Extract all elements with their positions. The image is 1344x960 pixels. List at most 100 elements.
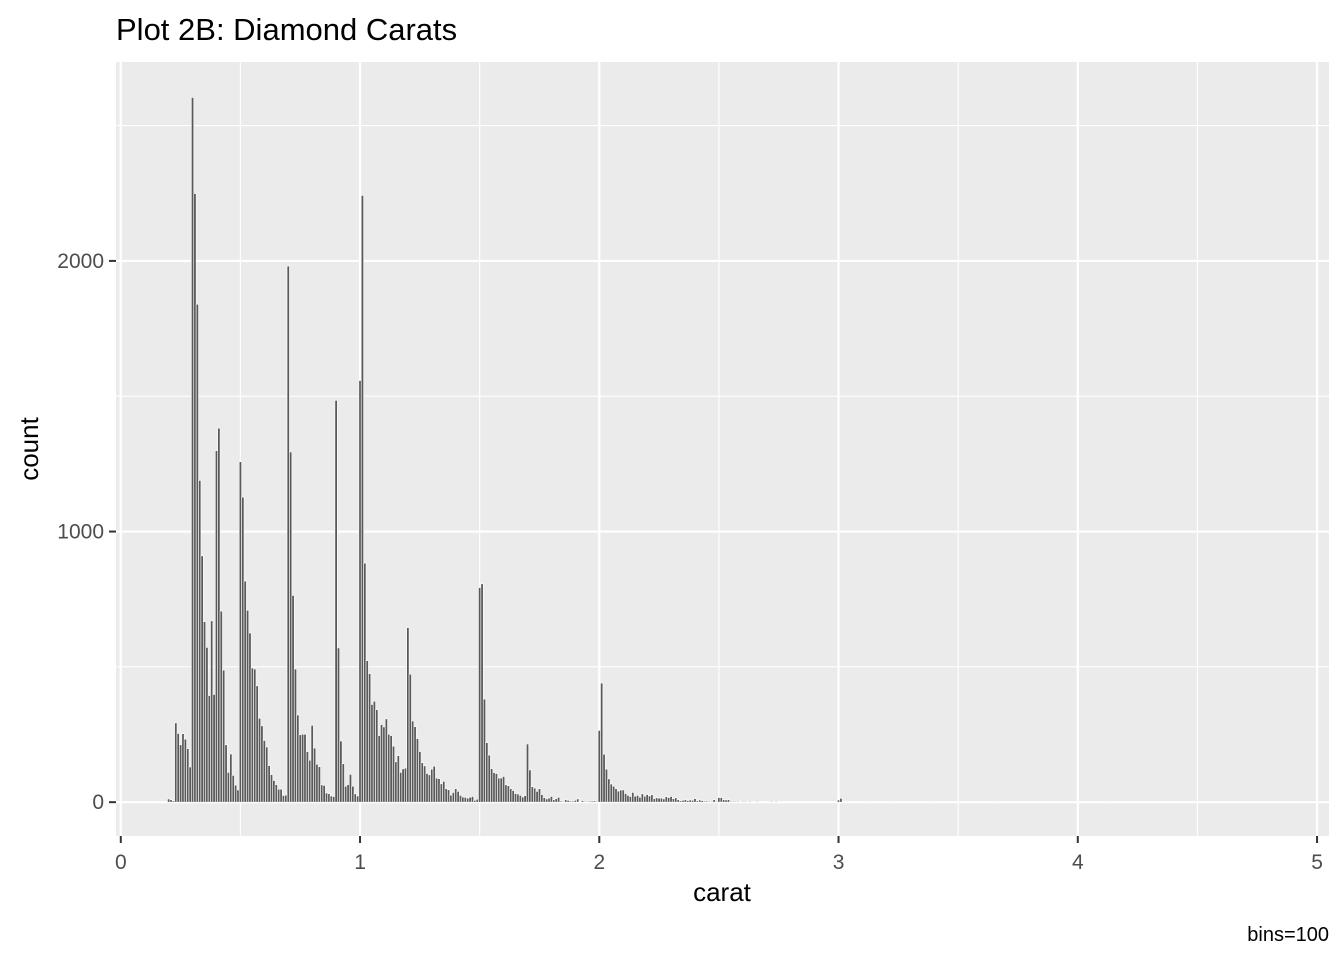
histogram-bar xyxy=(667,797,671,803)
histogram-bar xyxy=(612,785,616,803)
histogram-bar xyxy=(229,753,233,803)
histogram-bar xyxy=(262,740,266,803)
histogram-bar xyxy=(447,789,451,803)
histogram-bar xyxy=(537,788,541,803)
x-axis: 0 1 2 3 4 5 xyxy=(115,836,1323,874)
histogram-bar xyxy=(270,774,274,803)
histogram-bar xyxy=(183,738,187,803)
histogram-bar xyxy=(430,768,434,803)
histogram-bar xyxy=(360,195,364,803)
histogram-bar xyxy=(767,801,771,803)
histogram-bar xyxy=(382,726,386,803)
histogram-bar xyxy=(437,778,441,803)
histogram-bar xyxy=(399,772,403,803)
histogram-bar xyxy=(226,772,230,803)
histogram-bar xyxy=(619,789,623,803)
histogram-bar xyxy=(439,783,443,803)
histogram-bar xyxy=(545,798,549,803)
histogram-bar xyxy=(210,620,214,803)
histogram-bar xyxy=(313,747,317,803)
histogram-bar xyxy=(286,265,290,803)
histogram-bar xyxy=(511,790,515,803)
histogram-bar xyxy=(372,700,376,803)
chart-title: Plot 2B: Diamond Carats xyxy=(116,12,457,47)
histogram-bar xyxy=(542,797,546,803)
x-axis-title: carat xyxy=(693,877,752,907)
histogram-bar xyxy=(478,587,482,803)
histogram-bar xyxy=(607,778,611,803)
histogram-bar xyxy=(214,450,218,803)
histogram-bar xyxy=(590,800,594,803)
histogram-bar xyxy=(341,763,345,803)
histogram-bar xyxy=(267,765,271,803)
x-tick-label: 1 xyxy=(354,851,366,874)
histogram-bar xyxy=(1107,801,1111,803)
histogram-bar xyxy=(181,733,185,803)
histogram-bar xyxy=(279,788,283,803)
x-tick-label: 0 xyxy=(115,851,127,874)
histogram-bar xyxy=(758,801,762,803)
histogram-bar xyxy=(198,480,202,803)
histogram-bar xyxy=(217,427,221,803)
histogram-bar xyxy=(609,783,613,803)
histogram-bar xyxy=(502,776,506,803)
histogram-bar xyxy=(717,797,721,803)
histogram-bar xyxy=(499,777,503,803)
histogram-bar xyxy=(648,795,652,803)
histogram-bar xyxy=(169,799,173,803)
histogram-bar xyxy=(592,800,596,803)
histogram-bar xyxy=(363,562,367,803)
histogram-bar xyxy=(411,720,415,803)
histogram-bar xyxy=(468,796,472,803)
histogram-bar xyxy=(526,743,529,803)
histogram-bar xyxy=(523,795,527,803)
histogram-bar xyxy=(583,801,587,803)
histogram-bar xyxy=(703,800,707,803)
histogram-bar xyxy=(174,722,178,803)
histogram-bar xyxy=(308,759,312,803)
histogram-bar xyxy=(284,794,288,803)
histogram-bar xyxy=(463,796,467,803)
histogram-bar xyxy=(171,800,175,803)
histogram-bar xyxy=(389,735,393,803)
histogram-bar xyxy=(657,797,661,803)
histogram-bar xyxy=(418,751,422,803)
histogram-bar xyxy=(695,800,699,803)
histogram-bar xyxy=(624,793,628,803)
histogram-bar xyxy=(746,801,750,803)
histogram-bar xyxy=(167,798,171,803)
histogram-bar xyxy=(490,768,494,803)
histogram-bar xyxy=(207,695,211,803)
histogram-bar xyxy=(731,801,735,803)
histogram-bar xyxy=(755,801,759,803)
histogram-bar xyxy=(959,801,963,803)
histogram-bar xyxy=(640,793,644,803)
histogram-bar xyxy=(375,709,379,803)
histogram-bar xyxy=(320,784,324,803)
plot-panel xyxy=(116,62,1329,836)
histogram-bar xyxy=(621,789,625,803)
histogram-bar xyxy=(837,799,841,803)
histogram-bar xyxy=(693,798,697,803)
histogram-bar xyxy=(664,796,668,803)
histogram-bar xyxy=(413,726,417,803)
histogram-bar xyxy=(600,682,604,803)
histogram-bar xyxy=(451,792,455,803)
histogram-bar xyxy=(492,772,496,803)
histogram-bar xyxy=(636,795,640,803)
histogram-bar xyxy=(889,801,893,803)
histogram-bar xyxy=(559,800,563,803)
chart-caption: bins=100 xyxy=(1247,924,1329,946)
histogram-bar xyxy=(406,627,410,803)
histogram-bar xyxy=(588,800,592,803)
histogram-bar xyxy=(241,496,245,803)
histogram-bar xyxy=(387,733,391,803)
histogram-bar xyxy=(734,801,738,803)
histogram-bar xyxy=(272,780,276,803)
histogram-bar xyxy=(839,798,843,803)
histogram-bar xyxy=(992,801,996,803)
histogram-bar xyxy=(662,798,666,803)
histogram-bar xyxy=(277,788,281,803)
histogram-bar xyxy=(310,725,314,803)
histogram-bar xyxy=(777,801,781,803)
